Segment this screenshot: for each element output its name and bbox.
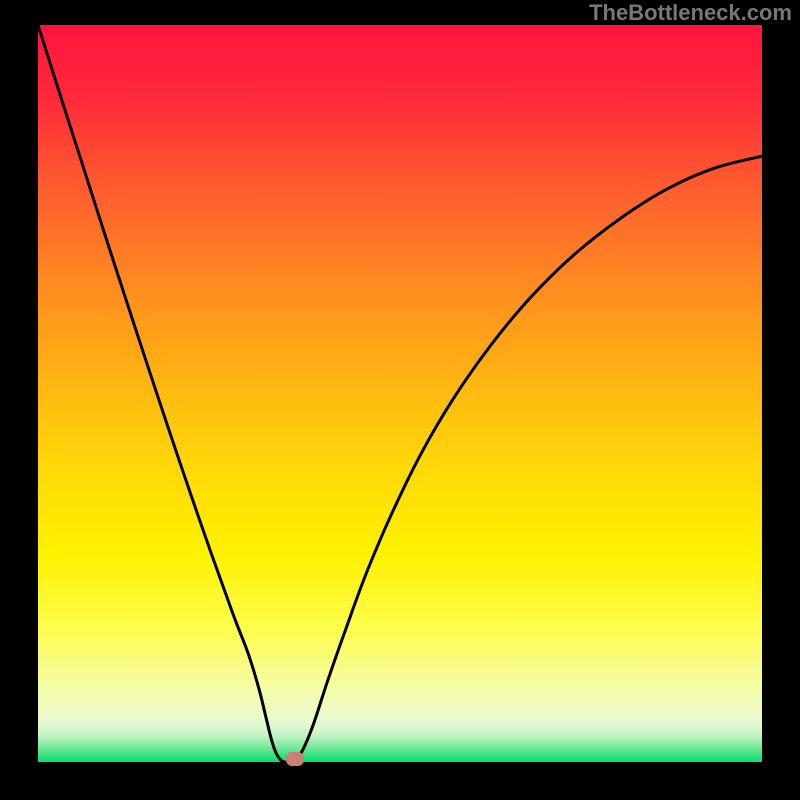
plot-svg — [0, 0, 800, 800]
watermark-text: TheBottleneck.com — [589, 0, 792, 26]
gradient-panel — [38, 25, 762, 762]
minimum-marker — [286, 752, 304, 766]
chart-container: TheBottleneck.com — [0, 0, 800, 800]
